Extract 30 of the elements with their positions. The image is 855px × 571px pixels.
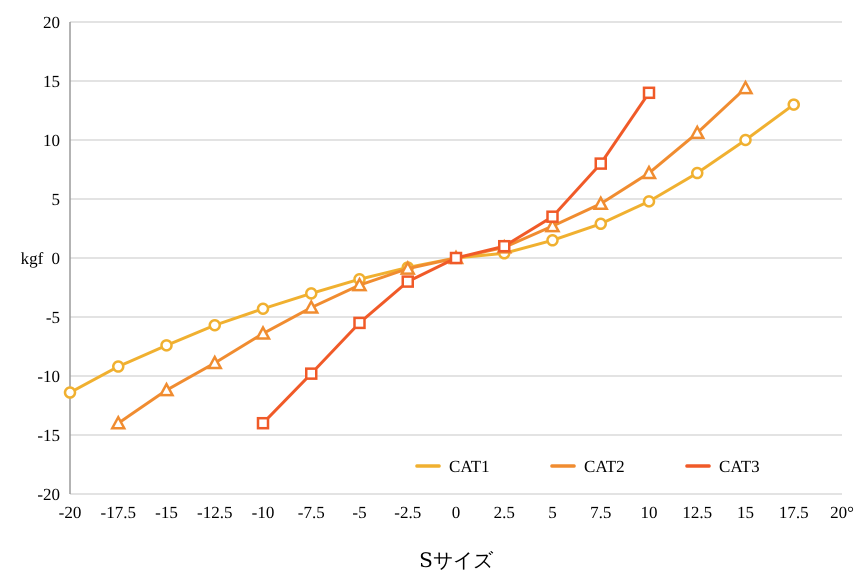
x-tick-label: -10 (252, 503, 274, 522)
x-tick-label: 12.5 (682, 503, 712, 522)
x-tick-label: -12.5 (197, 503, 232, 522)
x-tick-label: 15 (737, 503, 754, 522)
y-tick-label: 10 (43, 131, 60, 150)
x-tick-label: 7.5 (590, 503, 612, 522)
x-tick-label: -15 (155, 503, 178, 522)
x-tick-label: 5 (548, 503, 557, 522)
x-tick-label: -7.5 (298, 503, 325, 522)
y-tick-label: -5 (46, 308, 60, 327)
x-tick-label: 2.5 (494, 503, 515, 522)
x-tick-label: -17.5 (100, 503, 136, 522)
x-tick-label: 17.5 (778, 503, 809, 522)
legend-label: CAT1 (449, 457, 490, 476)
x-tick-label: 10 (640, 503, 658, 522)
x-tick-label: -5 (352, 503, 367, 522)
y-tick-label: -20 (37, 485, 60, 504)
y-tick-label: -15 (37, 426, 60, 445)
x-axis-title: Sサイズ (419, 548, 494, 571)
y-tick-label: -10 (37, 367, 60, 386)
y-tick-label: 0 (52, 249, 60, 268)
legend-label: CAT2 (584, 457, 625, 476)
y-tick-label: 5 (52, 190, 60, 209)
y-axis-title: kgf (20, 249, 44, 268)
x-tick-label: -2.5 (394, 503, 422, 522)
legend-label: CAT3 (719, 457, 760, 476)
y-tick-label: 20 (43, 13, 60, 32)
x-tick-label: 20° (830, 503, 854, 522)
y-tick-label: 15 (43, 72, 60, 91)
x-tick-label: 0 (452, 503, 460, 522)
